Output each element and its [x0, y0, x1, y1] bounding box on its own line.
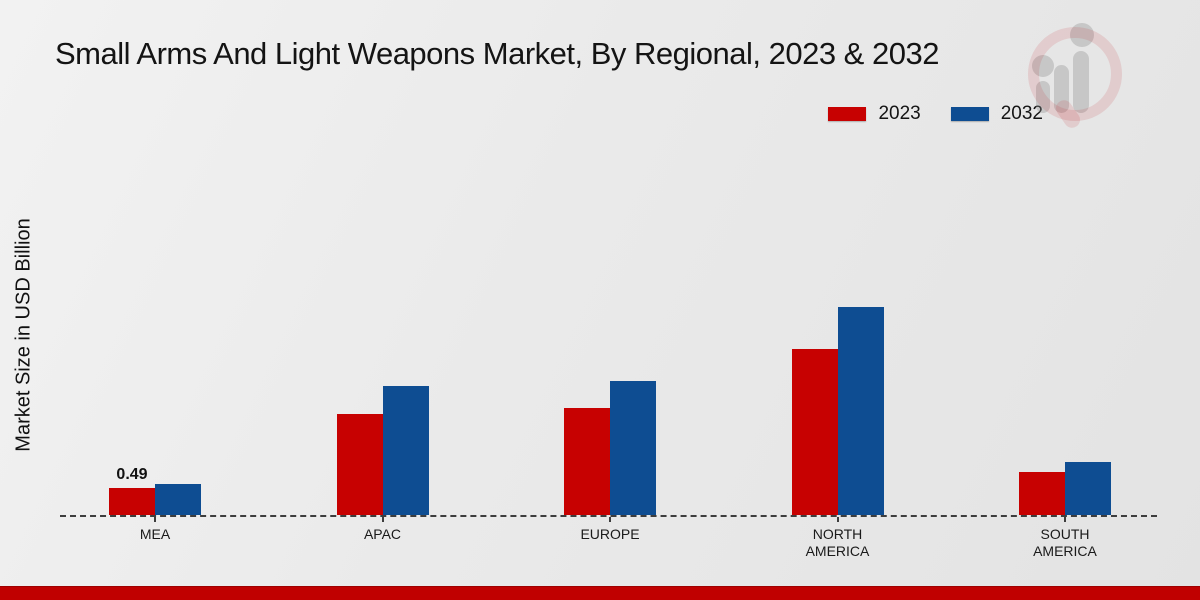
x-axis-baseline — [60, 515, 1157, 517]
bar-2032-europe — [610, 381, 656, 515]
x-tick-label-south-america: SOUTH AMERICA — [1033, 526, 1097, 559]
bar-2023-north-america — [791, 349, 838, 515]
x-tick-label-europe: EUROPE — [580, 526, 640, 542]
bar-2023-europe — [564, 408, 610, 515]
x-axis-tick — [609, 517, 611, 522]
x-tick-label-apac: APAC — [363, 526, 402, 542]
legend-label-2023: 2023 — [878, 103, 921, 124]
legend-swatch-2023 — [828, 107, 867, 121]
bar-2032-apac — [382, 386, 429, 515]
bar-value-label: 0.49 — [116, 466, 148, 483]
chart-title: Small Arms And Light Weapons Market, By … — [55, 36, 939, 71]
x-axis-tick — [381, 517, 384, 522]
bar-2023-apac — [336, 414, 383, 515]
x-axis-tick — [1064, 517, 1066, 522]
x-tick-label-mea: MEA — [139, 526, 171, 542]
bar-2032-south-america — [1065, 462, 1111, 515]
x-axis-tick — [836, 517, 839, 522]
legend-item-2023: 2023 — [828, 103, 921, 125]
bar-2032-mea — [155, 484, 201, 515]
bar-2023-south-america — [1019, 472, 1065, 515]
legend: 2023 2032 — [828, 103, 1043, 125]
legend-label-2032: 2032 — [1000, 103, 1043, 124]
bar-2023-mea — [109, 488, 155, 515]
legend-item-2032: 2032 — [950, 103, 1043, 125]
x-axis-tick — [154, 517, 156, 522]
bar-2032-north-america — [837, 307, 884, 515]
footer-strip — [0, 586, 1200, 600]
x-tick-label-north-america: NORTH AMERICA — [805, 526, 870, 559]
legend-swatch-2032 — [950, 107, 989, 121]
